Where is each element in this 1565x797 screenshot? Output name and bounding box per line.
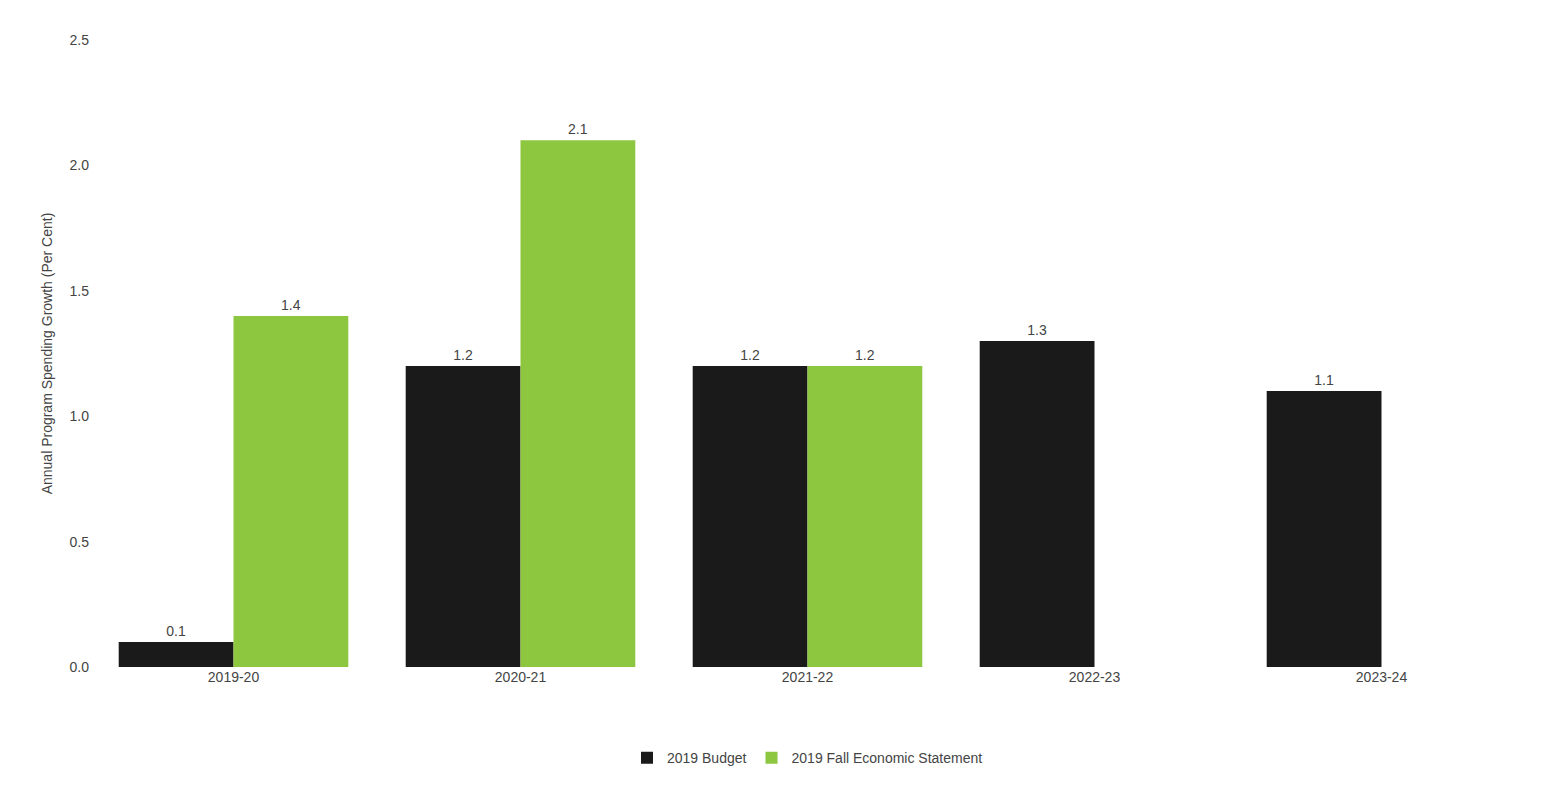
svg-text:1.2: 1.2 [740,347,760,363]
svg-text:1.5: 1.5 [70,283,90,299]
svg-text:2023-24: 2023-24 [1356,669,1408,685]
svg-text:1.1: 1.1 [1314,372,1334,388]
svg-text:1.2: 1.2 [855,347,875,363]
svg-text:Annual Program Spending Growth: Annual Program Spending Growth (Per Cent… [39,213,55,495]
svg-text:0.0: 0.0 [70,659,90,675]
svg-text:2019-20: 2019-20 [208,669,260,685]
svg-text:0.5: 0.5 [70,534,90,550]
svg-text:2.5: 2.5 [70,32,90,48]
svg-text:1.0: 1.0 [70,408,90,424]
svg-text:2022-23: 2022-23 [1069,669,1121,685]
svg-text:2.0: 2.0 [70,157,90,173]
svg-text:2021-22: 2021-22 [782,669,834,685]
svg-text:1.2: 1.2 [453,347,473,363]
svg-text:1.4: 1.4 [281,297,301,313]
svg-text:2.1: 2.1 [568,121,588,137]
svg-text:2019 Fall Economic Statement: 2019 Fall Economic Statement [792,750,983,766]
svg-text:2019 Budget: 2019 Budget [667,750,747,766]
svg-text:2020-21: 2020-21 [495,669,547,685]
svg-text:1.3: 1.3 [1027,322,1047,338]
svg-text:0.1: 0.1 [166,623,186,639]
